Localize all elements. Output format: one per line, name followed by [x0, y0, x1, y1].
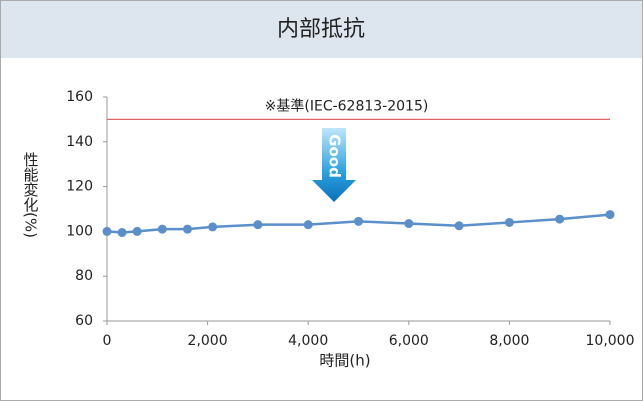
data-point	[182, 224, 192, 234]
data-point	[504, 217, 514, 227]
title-band	[1, 1, 642, 58]
y-tick-label: 160	[66, 89, 93, 105]
data-point	[303, 220, 313, 230]
y-tick-label: 60	[75, 313, 93, 329]
data-point	[354, 216, 363, 226]
y-tick-label: 120	[66, 179, 93, 195]
data-point	[605, 210, 615, 220]
data-point	[132, 226, 142, 236]
data-point	[253, 220, 263, 230]
data-point	[555, 214, 565, 224]
x-tick-label: 6,000	[389, 333, 429, 349]
x-axis-label: 時間(h)	[319, 352, 370, 370]
y-tick-label: 80	[75, 268, 93, 284]
y-axis-label: 性能変化(%)	[22, 152, 40, 238]
data-point	[208, 222, 218, 232]
good-label: Good	[326, 134, 344, 178]
x-tick-label: 8,000	[489, 333, 529, 349]
good-arrow	[312, 128, 356, 202]
x-tick-label: 0	[103, 333, 112, 349]
x-tick-label: 10,000	[586, 333, 635, 349]
data-point	[102, 226, 112, 236]
reference-label: ※基準(IEC-62813-2015)	[265, 97, 429, 114]
x-tick-label: 2,000	[188, 333, 228, 349]
chart-title: 内部抵抗	[277, 17, 365, 42]
y-tick-label: 140	[66, 134, 93, 150]
x-tick-label: 4,000	[288, 333, 328, 349]
y-tick-label: 100	[66, 223, 93, 239]
data-point	[454, 221, 464, 231]
data-point	[404, 219, 414, 229]
data-point	[117, 228, 127, 238]
data-point	[157, 224, 167, 234]
